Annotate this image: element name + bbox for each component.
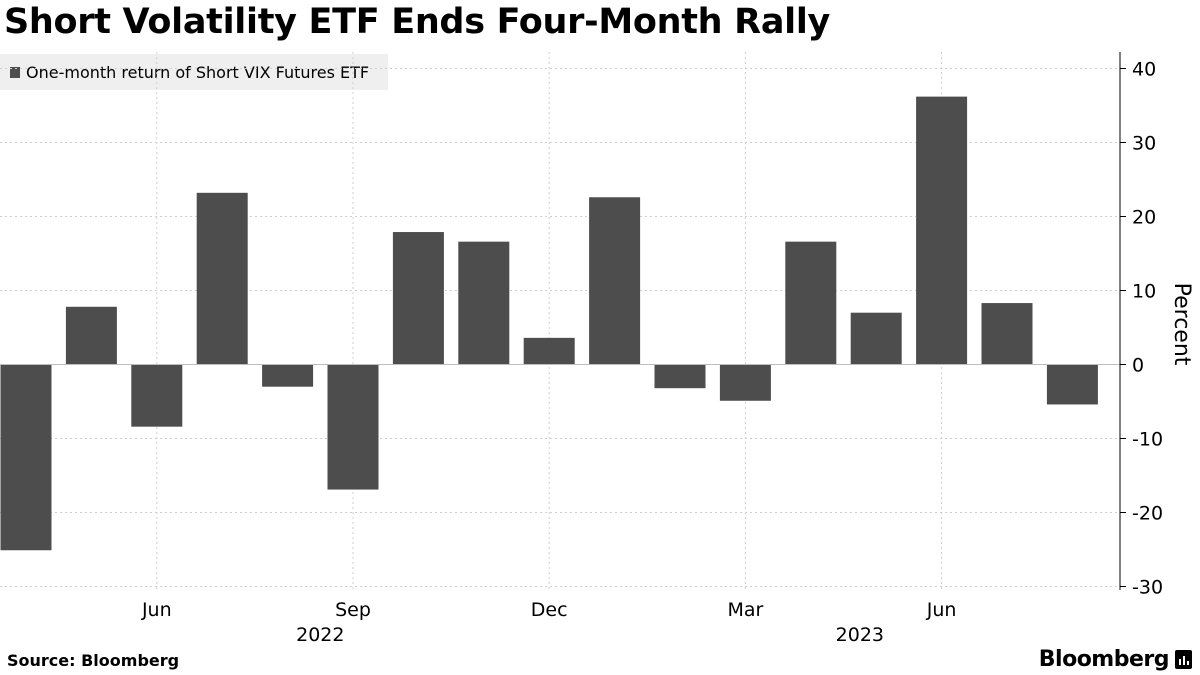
legend-label: One-month return of Short VIX Futures ET… — [26, 62, 370, 82]
x-tick-label-0: Jun — [141, 599, 172, 621]
legend: One-month return of Short VIX Futures ET… — [0, 54, 388, 90]
bar-feb-2023 — [654, 364, 706, 389]
bar-jun-2023 — [916, 96, 968, 365]
y-tick-label-1: 30 — [1132, 133, 1156, 155]
x-year-label-0: 2022 — [296, 624, 344, 646]
bloomberg-logo: Bloomberg — [1039, 647, 1192, 672]
bar-oct-2022 — [392, 232, 444, 365]
bar-jul-2022 — [196, 192, 248, 365]
bar-jan-2023 — [589, 197, 641, 365]
x-tick-label-2: Dec — [531, 599, 568, 621]
bar-aug-2022 — [262, 364, 314, 387]
y-tick-label-2: 20 — [1132, 207, 1156, 229]
bar-dec-2022 — [523, 337, 575, 365]
source-note: Source: Bloomberg — [7, 651, 180, 670]
y-tick-label-7: -30 — [1132, 577, 1163, 599]
bar-may-2022 — [65, 306, 117, 365]
brand-name: Bloomberg — [1038, 647, 1170, 672]
bar-nov-2022 — [458, 241, 510, 365]
bloomberg-terminal-icon — [1175, 650, 1192, 669]
x-year-label-1: 2023 — [836, 624, 884, 646]
x-tick-label-4: Jun — [926, 599, 957, 621]
y-tick-label-6: -20 — [1132, 503, 1163, 525]
y-tick-label-3: 10 — [1132, 281, 1156, 303]
x-tick-label-3: Mar — [727, 599, 763, 621]
bar-apr-2023 — [785, 241, 837, 365]
bar-jun-2022 — [131, 364, 183, 427]
chart-title: Short Volatility ETF Ends Four-Month Ral… — [4, 2, 831, 42]
bar-jul-2023 — [981, 303, 1033, 365]
bar-apr-2022 — [0, 364, 52, 551]
bar-sep-2022 — [327, 364, 379, 490]
y-tick-label-5: -10 — [1132, 429, 1163, 451]
legend-swatch — [10, 66, 20, 78]
y-tick-label-0: 40 — [1132, 59, 1156, 81]
bar-aug-2023 — [1046, 364, 1098, 405]
bar-mar-2023 — [719, 364, 771, 401]
x-tick-label-1: Sep — [335, 599, 371, 621]
y-axis-title: Percent — [1169, 283, 1194, 366]
y-tick-label-4: 0 — [1132, 355, 1144, 377]
bar-may-2023 — [850, 312, 902, 365]
